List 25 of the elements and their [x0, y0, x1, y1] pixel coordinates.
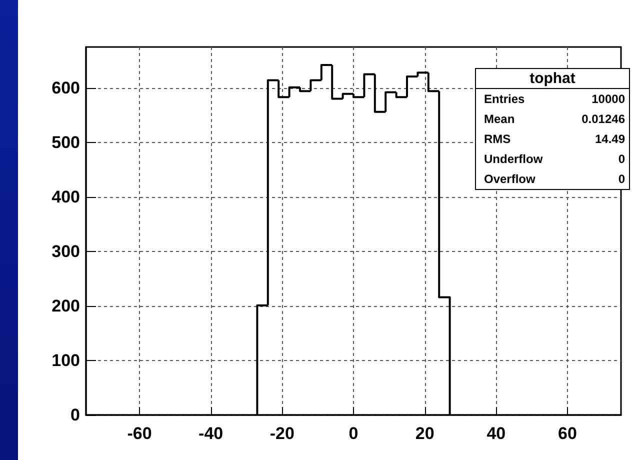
y-tick-label: 500	[52, 132, 80, 152]
x-tick-label: -20	[270, 424, 294, 443]
annotation: 0	[618, 172, 625, 186]
annotation: 10000	[592, 92, 625, 106]
annotation: Mean	[484, 112, 515, 126]
annotation: 0.01246	[582, 112, 625, 126]
x-tick-label: 20	[415, 424, 434, 443]
x-tick-label: -60	[127, 424, 152, 443]
text: tophat	[476, 69, 629, 89]
x-tick-label: 60	[558, 424, 577, 443]
annotation: Entries	[484, 92, 525, 106]
y-tick-label: 600	[52, 78, 80, 98]
annotation: 0	[618, 152, 625, 166]
annotation: RMS	[484, 132, 511, 146]
annotation: Underflow	[484, 152, 543, 166]
annotation: Overflow	[484, 172, 536, 186]
y-tick-label: 0	[70, 406, 80, 424]
y-tick-label: 100	[52, 350, 80, 370]
y-tick-label: 200	[52, 296, 80, 316]
x-tick-label: 0	[348, 424, 358, 443]
x-tick-label: 40	[486, 424, 506, 443]
x-tick-label: -40	[198, 424, 224, 443]
y-tick-label: 300	[52, 242, 80, 261]
annotation: 14.49	[594, 132, 625, 146]
y-tick-label: 400	[52, 187, 80, 206]
